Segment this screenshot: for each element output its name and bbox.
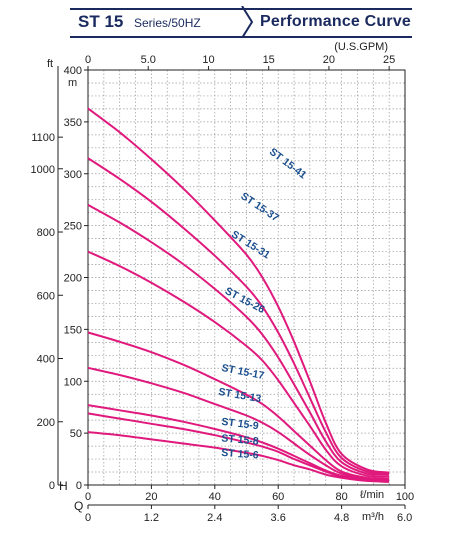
model-name: ST 15 [78, 12, 124, 31]
y-tick-label: 150 [64, 324, 82, 336]
y-tick-label: 0 [76, 480, 82, 492]
chart-header: ST 15 Series/50HZ Performance Curve [70, 6, 412, 38]
curve-label-st-15-13: ST 15-13 [217, 386, 262, 405]
curve-st-15-9 [87, 404, 390, 482]
axis-ticks: 0501001502002503003504000200400600800100… [31, 54, 415, 524]
header-model-box: ST 15 Series/50HZ [70, 8, 246, 38]
y-tick-label: 200 [64, 273, 82, 285]
m3h-tick-label: 3.6 [271, 512, 286, 524]
curve-st-15-17 [87, 331, 390, 480]
curve-label-st-15-37: ST 15-37 [238, 190, 281, 224]
gpm-tick-label: 20 [323, 54, 335, 66]
gpm-tick-label: 5.0 [141, 54, 156, 66]
gpm-tick-label: 25 [383, 54, 395, 66]
curve-st-15-41 [87, 107, 390, 474]
gpm-tick-label: 0 [85, 54, 91, 66]
ft-tick-label: 0 [49, 480, 55, 492]
curve-st-15-26 [87, 250, 390, 478]
chart-title: Performance Curve [260, 13, 412, 30]
curve-label-st-15-41: ST 15-41 [267, 146, 309, 182]
curve-st-15-8 [87, 412, 390, 482]
x-tick-label: 100 [396, 491, 414, 503]
ft-tick-label: 600 [37, 290, 55, 302]
x-tick-label: 0 [85, 491, 91, 503]
y-tick-label: 400 [64, 65, 82, 77]
ft-tick-label: 200 [37, 417, 55, 429]
x-tick-label: 60 [272, 491, 284, 503]
m3h-tick-label: 6.0 [397, 512, 412, 524]
x-tick-label: 40 [209, 491, 221, 503]
curve-st-15-37 [87, 157, 390, 475]
ft-tick-label: 1000 [31, 164, 55, 176]
m3h-tick-label: 4.8 [334, 512, 349, 524]
curve-label-st-15-8: ST 15-8 [221, 432, 259, 447]
x-axis-label-q: Q [74, 499, 83, 513]
m3h-tick-label: 2.4 [207, 512, 222, 524]
x-axis-unit-m3h: m³/h [362, 511, 384, 523]
x-tick-label: 80 [335, 491, 347, 503]
curve-label-st-15-17: ST 15-17 [221, 362, 266, 382]
y-tick-label: 100 [64, 376, 82, 388]
curve-st-15-31 [87, 204, 390, 476]
y-axis-label-h: H [59, 479, 68, 493]
ft-tick-label: 400 [37, 354, 55, 366]
ft-tick-label: 800 [37, 227, 55, 239]
curves-layer [87, 107, 390, 483]
y-axis-unit-ft: ft [47, 58, 53, 70]
y-tick-label: 250 [64, 221, 82, 233]
y-tick-label: 50 [70, 428, 82, 440]
curve-label-st-15-6: ST 15-6 [221, 447, 259, 462]
m3h-tick-label: 0 [85, 512, 91, 524]
y-tick-label: 350 [64, 117, 82, 129]
gpm-tick-label: 15 [263, 54, 275, 66]
header-title-box: Performance Curve [246, 8, 412, 38]
series-label: Series/50HZ [134, 16, 201, 30]
curve-st-15-6 [87, 431, 390, 483]
ft-tick-label: 1100 [31, 132, 55, 144]
m3h-tick-label: 1.2 [144, 512, 159, 524]
y-axis-unit-m: m [68, 77, 77, 89]
curve-label-st-15-9: ST 15-9 [221, 416, 260, 432]
top-axis-unit: (U.S.GPM) [334, 41, 388, 53]
y-tick-label: 300 [64, 169, 82, 181]
header-divider-icon [241, 6, 254, 38]
curve-st-15-13 [87, 366, 390, 481]
curve-label-st-15-31: ST 15-31 [229, 228, 272, 261]
x-tick-label: 20 [145, 491, 157, 503]
x-axis-unit-lmin: ℓ/min [360, 489, 384, 501]
gpm-tick-label: 10 [202, 54, 214, 66]
